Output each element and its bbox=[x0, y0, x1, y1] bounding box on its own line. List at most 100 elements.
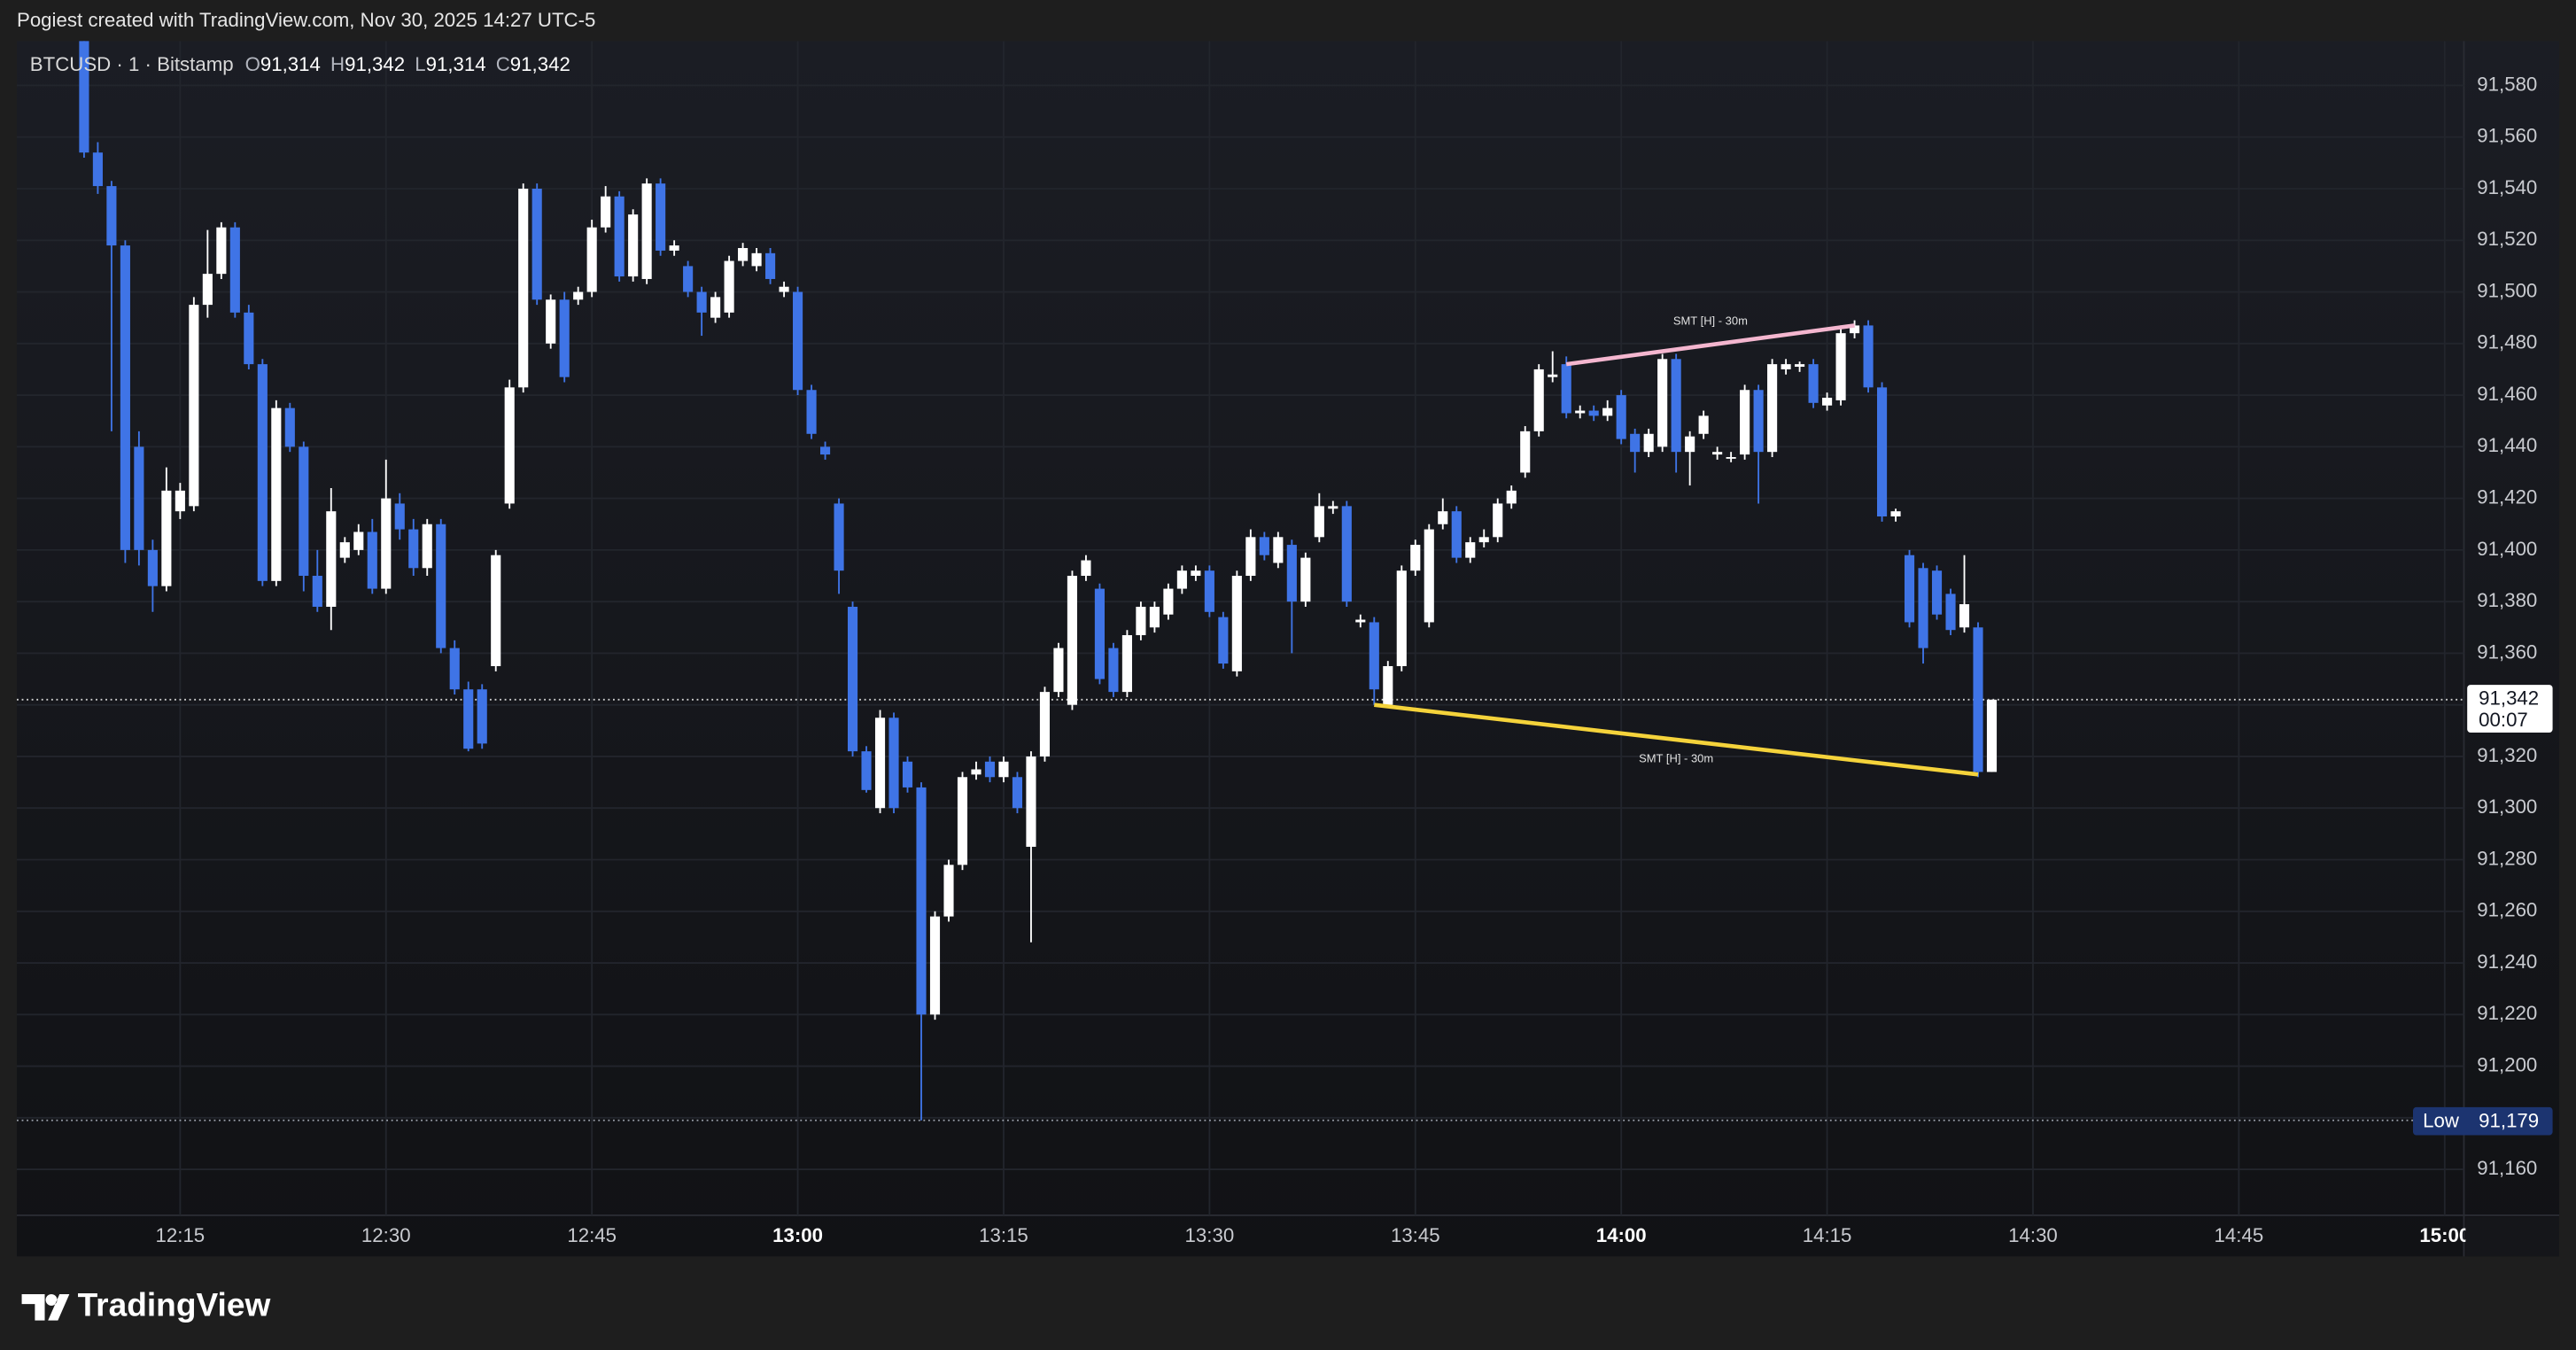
candle-body bbox=[779, 286, 789, 292]
candle-body bbox=[504, 387, 515, 504]
y-tick-label: 91,280 bbox=[2477, 847, 2537, 869]
y-tick-label: 91,400 bbox=[2477, 538, 2537, 560]
header-caption: Pogiest created with TradingView.com, No… bbox=[17, 9, 595, 31]
candle-body bbox=[888, 718, 899, 809]
logo-icon bbox=[21, 1293, 70, 1321]
y-tick-label: 91,540 bbox=[2477, 176, 2537, 198]
candle-body bbox=[793, 291, 803, 391]
candle-body bbox=[1136, 606, 1146, 636]
candle-body bbox=[806, 390, 817, 434]
candle-body bbox=[573, 291, 584, 300]
candle-body bbox=[1424, 529, 1434, 623]
candle-body bbox=[586, 227, 597, 292]
x-tick-label: 12:45 bbox=[567, 1224, 617, 1246]
legend-key: O bbox=[245, 53, 260, 75]
x-tick-label: 12:30 bbox=[361, 1224, 411, 1246]
legend-value: 91,342 bbox=[510, 53, 570, 75]
candle-body bbox=[147, 549, 158, 586]
candle-body bbox=[1176, 570, 1187, 589]
candle-body bbox=[381, 498, 392, 589]
y-tick-label: 91,320 bbox=[2477, 744, 2537, 766]
candle-body bbox=[1314, 506, 1324, 538]
candle-body bbox=[902, 761, 913, 788]
last-price-tag bbox=[2467, 685, 2553, 733]
y-tick-label: 91,500 bbox=[2477, 279, 2537, 301]
candle-body bbox=[1396, 570, 1407, 666]
y-tick-label: 91,240 bbox=[2477, 950, 2537, 973]
candle-body bbox=[1438, 511, 1448, 524]
candle-body bbox=[696, 291, 707, 313]
candle-body bbox=[518, 188, 529, 388]
candle-body bbox=[1698, 415, 1709, 434]
symbol: BTCUSD · 1 · Bitstamp bbox=[30, 53, 234, 75]
low-text: Low bbox=[2423, 1109, 2460, 1131]
candle-body bbox=[134, 446, 144, 550]
x-tick-label: 14:45 bbox=[2215, 1224, 2264, 1246]
candle-body bbox=[1259, 537, 1269, 555]
candle-body bbox=[229, 227, 240, 313]
candle-body bbox=[449, 648, 460, 690]
legend: BTCUSD · 1 · Bitstamp O91,314 H91,342 L91,3… bbox=[30, 53, 570, 75]
candle-body bbox=[1053, 648, 1064, 693]
y-tick-label: 91,160 bbox=[2477, 1157, 2537, 1179]
candle-body bbox=[1795, 364, 1805, 368]
candle-body bbox=[1300, 557, 1311, 602]
candle-body bbox=[1657, 359, 1668, 447]
legend-key: L bbox=[415, 53, 425, 75]
candle-body bbox=[1602, 407, 1613, 416]
y-tick-label: 91,460 bbox=[2477, 383, 2537, 405]
candle-body bbox=[1121, 635, 1132, 693]
candle-body bbox=[1465, 542, 1476, 558]
legend-value: 91,342 bbox=[345, 53, 405, 75]
candle-body bbox=[1355, 619, 1366, 623]
candle-body bbox=[1835, 333, 1846, 400]
low-tag bbox=[2413, 1106, 2553, 1136]
candle-body bbox=[1067, 576, 1078, 705]
candle-body bbox=[765, 252, 776, 279]
candle-body bbox=[998, 761, 1009, 778]
candle-body bbox=[559, 299, 570, 377]
candle-body bbox=[957, 777, 968, 865]
candle-body bbox=[751, 252, 762, 267]
candle-body bbox=[641, 183, 652, 279]
candle-body bbox=[628, 214, 639, 277]
candle-body bbox=[1163, 588, 1174, 615]
candle-body bbox=[463, 689, 474, 749]
candle-body bbox=[1493, 503, 1503, 538]
candle-body bbox=[1904, 555, 1915, 623]
y-tick-label: 91,520 bbox=[2477, 228, 2537, 250]
candle-body bbox=[1026, 756, 1036, 847]
candle-body bbox=[1876, 387, 1888, 517]
candle-body bbox=[1712, 452, 1723, 455]
candle-body bbox=[1548, 374, 1558, 377]
countdown-label: 00:07 bbox=[2479, 709, 2528, 731]
candle-body bbox=[1451, 511, 1462, 558]
candle-body bbox=[1850, 325, 1860, 334]
candle-body bbox=[1643, 433, 1654, 453]
candle-body bbox=[1081, 560, 1091, 577]
candle-body bbox=[106, 186, 117, 246]
candle-body bbox=[819, 446, 831, 455]
candle-body bbox=[943, 865, 954, 917]
candle-body bbox=[202, 274, 213, 306]
y-tick-label: 91,440 bbox=[2477, 434, 2537, 456]
y-tick-label: 91,300 bbox=[2477, 795, 2537, 818]
candle-body bbox=[271, 407, 282, 581]
candle-body bbox=[929, 916, 941, 1015]
candle-body bbox=[1781, 364, 1791, 369]
candle-body bbox=[394, 503, 405, 530]
candle-body bbox=[1822, 397, 1833, 406]
candle-body bbox=[738, 248, 749, 261]
candle-body bbox=[1478, 537, 1489, 543]
chart-panel bbox=[16, 41, 2560, 1257]
candle-body bbox=[175, 490, 185, 512]
y-tick-label: 91,260 bbox=[2477, 899, 2537, 921]
candle-body bbox=[874, 718, 886, 809]
candle-body bbox=[724, 260, 734, 313]
candle-body bbox=[1753, 390, 1764, 453]
legend-key: H bbox=[330, 53, 345, 75]
candle-body bbox=[1410, 545, 1421, 571]
candle-body bbox=[1039, 692, 1051, 756]
candle-body bbox=[1506, 490, 1517, 504]
